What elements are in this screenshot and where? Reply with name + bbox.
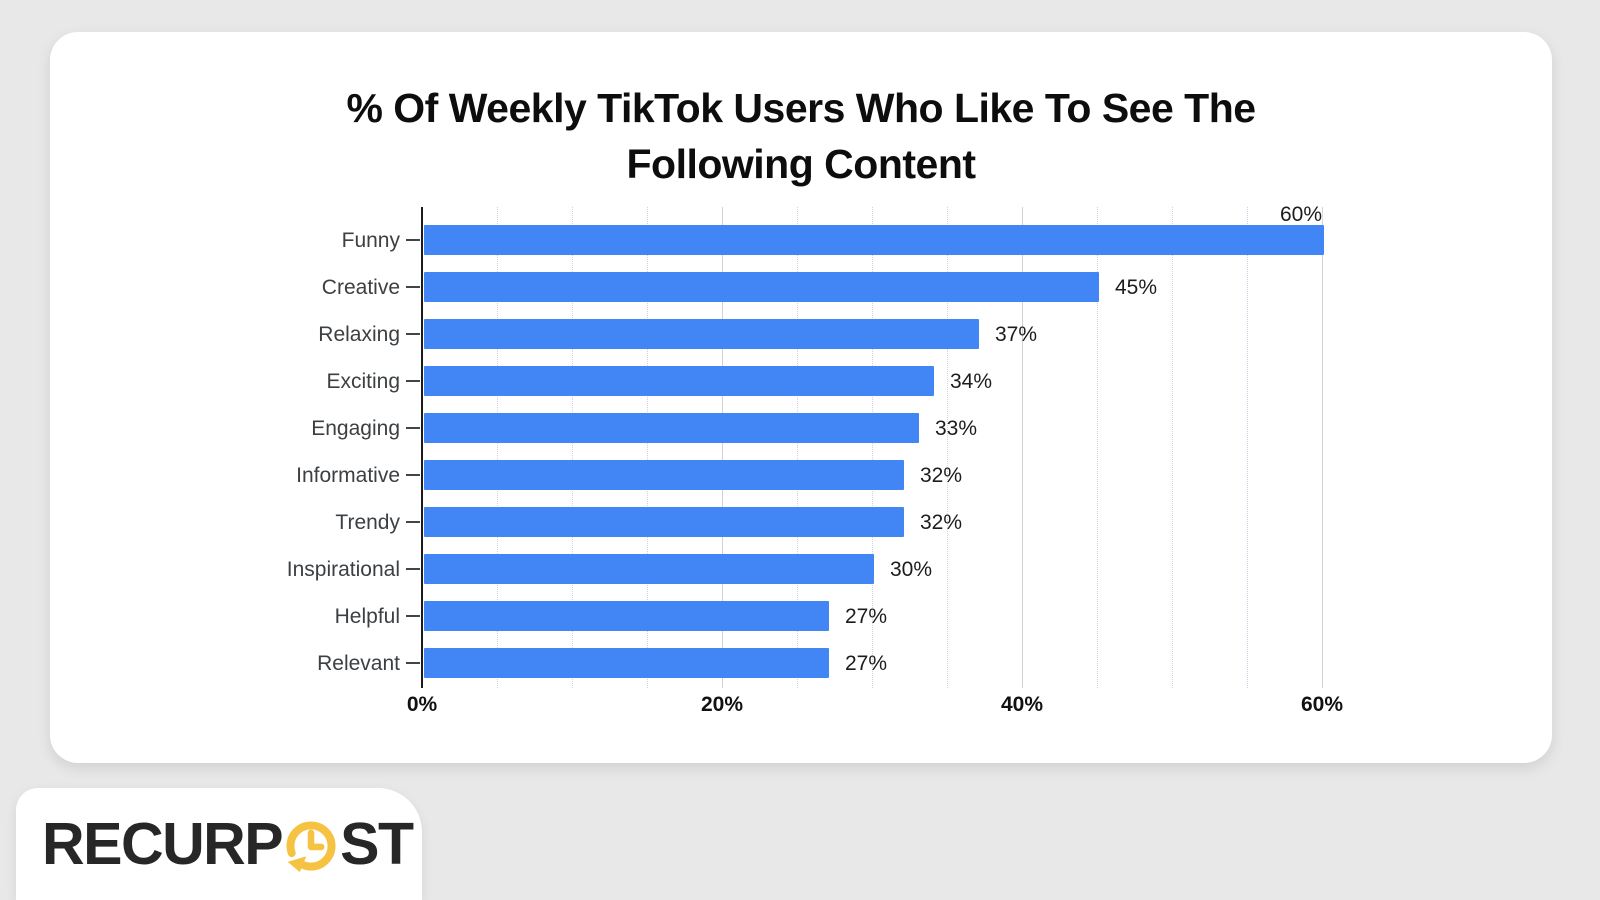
minor-gridline-30 [872,207,873,688]
major-gridline-40 [1022,207,1023,688]
minor-gridline-15 [647,207,648,688]
bar-relevant [424,648,829,678]
category-label: Relevant [317,652,400,675]
bar-row: Engaging 33% [50,405,1552,452]
bar-row: Funny 60% [50,203,1552,264]
category-label: Engaging [311,417,400,440]
category-label: Relaxing [318,323,400,346]
value-label: 37% [995,323,1038,346]
minor-gridline-25 [797,207,798,688]
category-label: Funny [341,229,400,252]
bar-informative [424,460,904,490]
x-tick-label-40: 40% [1000,693,1044,716]
bar-exciting [424,366,934,396]
bar-rows: Funny 60% Creative 45% Relaxing 37% Exciting 34… [50,203,1552,687]
category-tick-mark [406,380,420,382]
bar-helpful [424,601,829,631]
bar-row: Relaxing 37% [50,311,1552,358]
x-axis-tick-labels: 0% 20% 40% 60% [50,693,1552,723]
category-label: Informative [296,464,400,487]
category-tick-mark [406,568,420,570]
major-gridline-60 [1322,207,1323,688]
logo-text-before: RECURP [42,810,284,877]
major-gridline-20 [722,207,723,688]
value-label: 27% [845,605,888,628]
minor-gridline-35 [947,207,948,688]
x-tick-label-0: 0% [406,693,438,716]
category-tick-mark [406,239,420,241]
bar-inspirational [424,554,874,584]
x-tick-label-20: 20% [700,693,744,716]
category-tick-mark [406,286,420,288]
category-tick-mark [406,333,420,335]
category-label: Trendy [335,511,400,534]
minor-gridline-10 [572,207,573,688]
minor-gridline-5 [497,207,498,688]
category-tick-mark [406,615,420,617]
x-tick-label-60: 60% [1300,693,1344,716]
bar-row: Informative 32% [50,452,1552,499]
bar-funny [424,225,1324,255]
bar-row: Relevant 27% [50,640,1552,687]
minor-gridline-55 [1247,207,1248,688]
bar-creative [424,272,1099,302]
recurpost-logo: RECURP ST [16,788,422,900]
bar-row: Creative 45% [50,264,1552,311]
clock-refresh-icon [286,821,336,873]
value-label: 30% [890,558,933,581]
minor-gridline-45 [1097,207,1098,688]
value-label: 27% [845,652,888,675]
category-label: Helpful [334,605,400,628]
value-label: 32% [920,511,963,534]
bar-row: Inspirational 30% [50,546,1552,593]
category-label: Creative [321,276,400,299]
plot-area: Funny 60% Creative 45% Relaxing 37% Exciting 34… [50,203,1552,716]
y-axis-line [421,207,423,688]
bar-row: Exciting 34% [50,358,1552,405]
category-label: Inspirational [286,558,400,581]
category-tick-mark [406,521,420,523]
chart-title: % Of Weekly TikTok Users Who Like To See… [346,85,1256,187]
logo-text-after: ST [340,810,414,877]
bar-trendy [424,507,904,537]
category-tick-mark [406,474,420,476]
value-label: 34% [950,370,993,393]
value-label: 33% [935,417,978,440]
category-tick-mark [406,662,420,664]
value-label: 60% [1280,203,1323,226]
bar-row: Trendy 32% [50,499,1552,546]
bar-engaging [424,413,919,443]
chart-card: % Of Weekly TikTok Users Who Like To See… [50,32,1552,763]
category-tick-mark [406,427,420,429]
minor-gridline-50 [1172,207,1173,688]
bar-relaxing [424,319,979,349]
category-label: Exciting [326,370,400,393]
value-label: 32% [920,464,963,487]
value-label: 45% [1115,276,1158,299]
bar-row: Helpful 27% [50,593,1552,640]
